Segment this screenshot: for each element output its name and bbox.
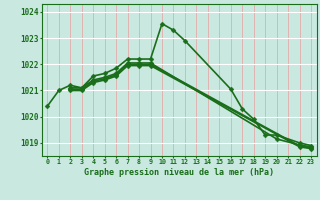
X-axis label: Graphe pression niveau de la mer (hPa): Graphe pression niveau de la mer (hPa): [84, 168, 274, 177]
